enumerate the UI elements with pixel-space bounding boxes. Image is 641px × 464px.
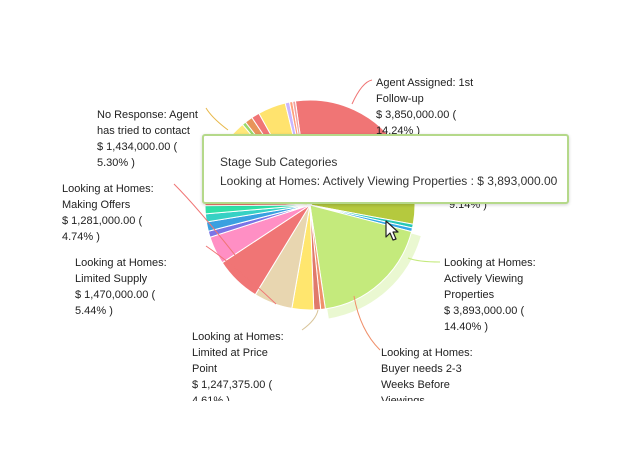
label-line: Making Offers	[62, 199, 131, 211]
label-line: Viewings	[381, 395, 425, 401]
label-line: $ 1,247,375.00 (	[192, 379, 273, 391]
label-line: 5.30% )	[97, 157, 135, 169]
leader-line	[353, 295, 381, 351]
label-limited-supply: Looking at Homes: Limited Supply $ 1,470…	[75, 255, 167, 319]
label-line: Weeks Before	[381, 379, 450, 391]
leader-line	[351, 79, 373, 105]
label-limited-price-point: Looking at Homes: Limited at Price Point…	[192, 329, 284, 401]
label-line: 4.61% )	[192, 395, 230, 401]
label-line: 4.74% )	[62, 231, 100, 243]
chart-tooltip: Stage Sub Categories Looking at Homes: A…	[202, 134, 569, 204]
leader-line	[205, 107, 229, 131]
leader-line	[407, 257, 441, 263]
label-line: has tried to contact	[97, 125, 190, 137]
label-line: Properties	[444, 289, 495, 301]
tooltip-body: Looking at Homes: Actively Viewing Prope…	[220, 174, 558, 188]
label-line: Point	[192, 363, 218, 375]
label-no-response: No Response: Agent has tried to contact …	[97, 107, 198, 171]
label-buyer-needs: Looking at Homes: Buyer needs 2-3 Weeks …	[381, 345, 473, 401]
label-line: Actively Viewing	[444, 273, 524, 285]
label-line: 14.40% )	[444, 321, 489, 333]
leader-line	[301, 309, 319, 331]
label-line: Follow-up	[376, 93, 424, 105]
label-line: $ 3,850,000.00 (	[376, 109, 457, 121]
highlight-halo	[327, 233, 421, 319]
label-agent-assigned: Agent Assigned: 1st Follow-up $ 3,850,00…	[376, 75, 473, 139]
label-line: Looking at Homes:	[444, 257, 536, 269]
label-line: Looking at Homes:	[62, 183, 154, 195]
highlight-halo-layer	[327, 233, 421, 319]
label-making-offers: Looking at Homes: Making Offers $ 1,281,…	[62, 181, 154, 245]
tooltip-title: Stage Sub Categories	[220, 155, 338, 169]
label-actively-viewing: Looking at Homes: Actively Viewing Prope…	[444, 255, 536, 335]
label-line: $ 1,470,000.00 (	[75, 289, 156, 301]
label-line: Looking at Homes:	[192, 331, 284, 343]
label-line: Looking at Homes:	[381, 347, 473, 359]
label-line: Limited Supply	[75, 273, 148, 285]
label-line: No Response: Agent	[97, 109, 198, 121]
leader-line	[173, 183, 243, 265]
leader-lines	[173, 79, 441, 351]
label-line: 5.44% )	[75, 305, 113, 317]
label-line: $ 1,434,000.00 (	[97, 141, 178, 153]
label-line: Limited at Price	[192, 347, 268, 359]
label-line: Buyer needs 2-3	[381, 363, 462, 375]
leader-line	[205, 245, 277, 305]
label-line: Looking at Homes:	[75, 257, 167, 269]
label-line: Agent Assigned: 1st	[376, 77, 474, 89]
mouse-cursor-icon	[385, 220, 399, 241]
label-line: $ 3,893,000.00 (	[444, 305, 525, 317]
label-line: $ 1,281,000.00 (	[62, 215, 143, 227]
